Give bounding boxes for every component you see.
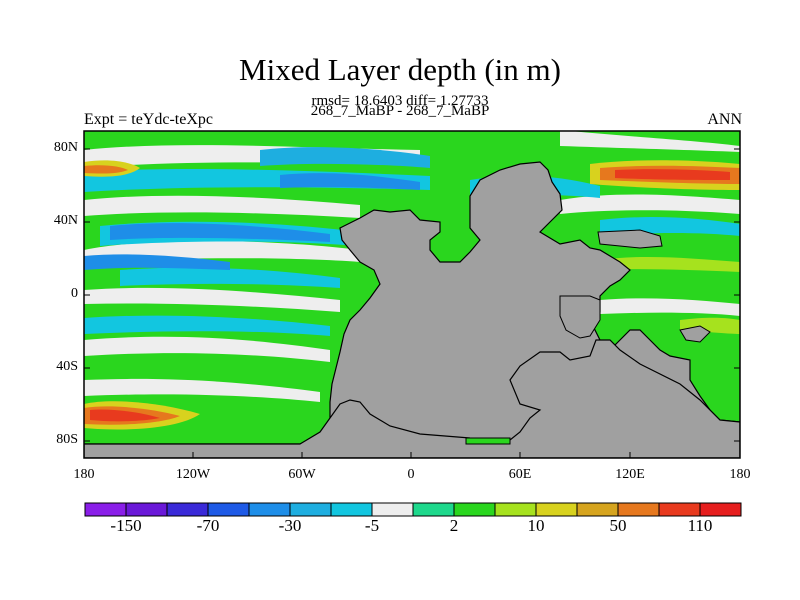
colorbar-label: 110 bbox=[687, 516, 713, 535]
colorbar-label: -150 bbox=[110, 516, 142, 535]
colorbar-swatch bbox=[166, 502, 209, 517]
experiment-pair: 268_7_MaBP - 268_7_MaBP bbox=[310, 103, 490, 119]
colorbar-label: -70 bbox=[196, 516, 220, 535]
lon-label-0: 0 bbox=[407, 467, 415, 482]
colorbar-swatch bbox=[84, 502, 127, 517]
colorbar-swatch bbox=[207, 502, 250, 517]
season-label: ANN bbox=[707, 111, 742, 128]
lat-label-80s: 80S bbox=[56, 432, 78, 447]
lat-label-40s: 40S bbox=[56, 359, 78, 374]
map-title: Mixed Layer depth (in m) bbox=[239, 52, 561, 87]
stats-text: rmsd= 18.6403 diff= 1.27733 bbox=[311, 93, 489, 109]
colorbar-swatch bbox=[330, 502, 373, 517]
lon-label-120e: 120E bbox=[615, 467, 645, 482]
colorbar-swatch bbox=[658, 502, 701, 517]
colorbar-label: 50 bbox=[609, 516, 627, 535]
colorbar-swatch bbox=[617, 502, 660, 517]
colorbar-swatch bbox=[494, 502, 537, 517]
colorbar-swatch bbox=[248, 502, 291, 517]
colorbar-label: -5 bbox=[364, 516, 380, 535]
colorbar bbox=[84, 502, 742, 517]
colorbar-swatch bbox=[535, 502, 578, 517]
axis-ticks bbox=[83, 148, 741, 458]
colorbar-swatch bbox=[289, 502, 332, 517]
colorbar-swatch bbox=[699, 502, 742, 517]
lon-label-60w: 60W bbox=[288, 467, 316, 482]
lon-label-60e: 60E bbox=[508, 467, 532, 482]
colorbar-swatch bbox=[576, 502, 619, 517]
lon-label-120w: 120W bbox=[175, 467, 211, 482]
map-field bbox=[84, 131, 740, 458]
colorbar-label: -30 bbox=[278, 516, 302, 535]
lat-label-eq: 0 bbox=[71, 286, 78, 301]
colorbar-swatch bbox=[125, 502, 168, 517]
colorbar-swatch bbox=[453, 502, 496, 517]
experiment-label: Expt = teYdc-teXpc bbox=[84, 111, 213, 128]
lat-label-80n: 80N bbox=[53, 140, 78, 155]
colorbar-swatch bbox=[412, 502, 455, 517]
lon-label-180e: 180 bbox=[729, 467, 751, 482]
colorbar-label: 2 bbox=[449, 516, 459, 535]
lat-label-40n: 40N bbox=[53, 213, 78, 228]
lon-label-180w: 180 bbox=[73, 467, 95, 482]
colorbar-swatch bbox=[371, 502, 414, 517]
colorbar-label: 10 bbox=[527, 516, 545, 535]
